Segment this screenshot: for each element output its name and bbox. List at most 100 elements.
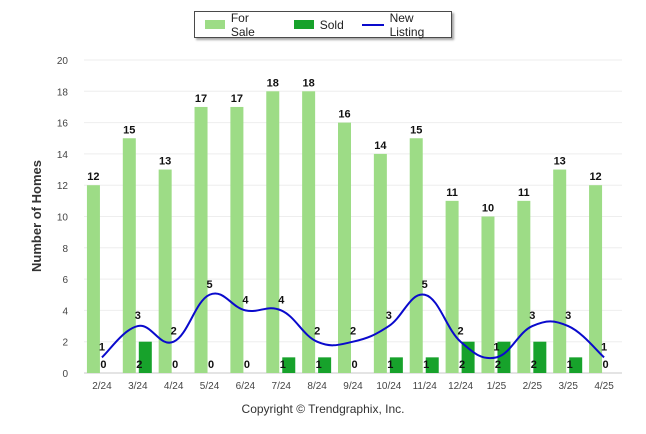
data-label: 18 <box>303 77 315 89</box>
data-label: 2 <box>458 326 464 338</box>
sold-bar <box>497 341 511 373</box>
data-label: 0 <box>244 359 250 371</box>
data-label: 1 <box>387 359 393 371</box>
data-label: 14 <box>374 140 387 152</box>
y-tick-label: 2 <box>62 338 68 349</box>
x-tick-label: 9/24 <box>343 381 363 392</box>
for-sale-bar <box>445 200 459 373</box>
for-sale-bar <box>266 91 280 374</box>
for-sale-bar <box>194 106 208 373</box>
legend-label-sold: Sold <box>319 17 344 32</box>
x-tick-label: 11/24 <box>413 381 438 392</box>
data-label: 0 <box>100 359 106 371</box>
data-label: 12 <box>87 171 99 183</box>
data-label: 2 <box>314 326 320 338</box>
data-label: 4 <box>242 294 249 306</box>
y-tick-label: 10 <box>57 213 69 224</box>
sold-swatch <box>293 20 314 29</box>
data-label: 3 <box>565 310 571 322</box>
data-label: 17 <box>231 93 243 105</box>
data-label: 11 <box>518 187 530 199</box>
x-tick-label: 4/25 <box>594 381 614 392</box>
sold-bar <box>569 357 583 373</box>
for-sale-bar <box>122 138 136 373</box>
sold-bar <box>138 341 152 373</box>
x-tick-label: 6/24 <box>236 381 256 392</box>
sold-bar <box>533 341 547 373</box>
for-sale-bars <box>86 91 603 374</box>
data-label: 0 <box>603 359 609 371</box>
data-label: 13 <box>159 156 171 168</box>
data-label: 0 <box>351 359 357 371</box>
legend-label-for-sale: For Sale <box>230 10 255 39</box>
for-sale-bar <box>158 169 172 373</box>
data-label: 5 <box>422 279 428 291</box>
data-label: 15 <box>123 124 135 136</box>
for-sale-bar <box>517 200 531 373</box>
sold-bars <box>138 341 583 373</box>
data-label: 16 <box>338 109 350 121</box>
y-tick-label: 0 <box>62 369 68 380</box>
data-label: 12 <box>589 171 601 183</box>
sold-bar <box>389 357 403 373</box>
x-tick-label: 5/24 <box>200 381 220 392</box>
legend-item-new-listing[interactable]: New Listing <box>361 10 451 39</box>
y-tick-label: 12 <box>57 181 69 192</box>
x-tick-label: 8/24 <box>307 381 327 392</box>
data-label: 0 <box>172 359 178 371</box>
for-sale-bar <box>338 122 351 373</box>
data-label: 4 <box>278 294 285 306</box>
for-sale-bar <box>373 153 387 373</box>
data-label: 3 <box>386 310 392 322</box>
for-sale-bar <box>481 216 495 373</box>
data-labels: 1201521301701701811811601411511121021121… <box>87 77 608 371</box>
x-tick-label: 3/25 <box>558 381 578 392</box>
data-label: 1 <box>99 341 105 353</box>
new-listing-line <box>101 292 605 360</box>
sold-bar <box>282 357 296 373</box>
for-sale-bar <box>409 138 423 373</box>
data-label: 18 <box>267 77 279 89</box>
for-sale-bar <box>553 169 567 373</box>
x-tick-labels: 2/24 3/24 4/24 5/24 6/24 7/24 8/24 9/24 10/24 11/… <box>92 381 614 392</box>
y-tick-labels: 0 2 4 6 8 10 12 14 16 18 20 <box>57 56 69 380</box>
y-tick-label: 18 <box>57 87 69 98</box>
data-label: 3 <box>529 310 535 322</box>
data-label: 1 <box>423 359 429 371</box>
data-label: 3 <box>135 310 141 322</box>
data-label: 1 <box>567 359 573 371</box>
data-label: 2 <box>350 326 356 338</box>
data-label: 10 <box>482 203 494 215</box>
data-label: 2 <box>459 359 465 371</box>
x-tick-label: 12/24 <box>448 381 473 392</box>
x-tick-label: 2/24 <box>92 381 112 392</box>
legend-item-sold[interactable]: Sold <box>293 17 344 32</box>
new-listing-swatch <box>361 23 384 26</box>
for-sale-bar <box>86 185 100 373</box>
data-label: 11 <box>446 187 458 199</box>
for-sale-bar <box>589 185 603 373</box>
data-label: 2 <box>495 359 501 371</box>
data-label: 1 <box>280 359 286 371</box>
y-tick-label: 20 <box>57 56 69 67</box>
y-axis-label: Number of Homes <box>29 160 44 272</box>
x-tick-label: 1/25 <box>487 381 507 392</box>
sold-bar <box>318 357 332 373</box>
for-sale-bar <box>302 91 316 374</box>
y-tick-label: 14 <box>57 150 69 161</box>
x-tick-label: 2/25 <box>523 381 543 392</box>
data-label: 2 <box>171 326 177 338</box>
data-label: 17 <box>195 93 207 105</box>
data-label: 2 <box>136 359 142 371</box>
y-tick-label: 16 <box>57 119 69 130</box>
data-label: 13 <box>554 156 566 168</box>
legend-label-new-listing: New Listing <box>389 10 425 39</box>
copyright-text: Copyright © Trendgraphix, Inc. <box>241 402 405 416</box>
x-tick-label: 3/24 <box>128 381 148 392</box>
legend-item-for-sale[interactable]: For Sale <box>205 11 276 39</box>
data-label: 1 <box>316 359 322 371</box>
data-label: 0 <box>208 359 214 371</box>
data-label: 5 <box>206 279 212 291</box>
y-tick-label: 4 <box>62 306 68 317</box>
